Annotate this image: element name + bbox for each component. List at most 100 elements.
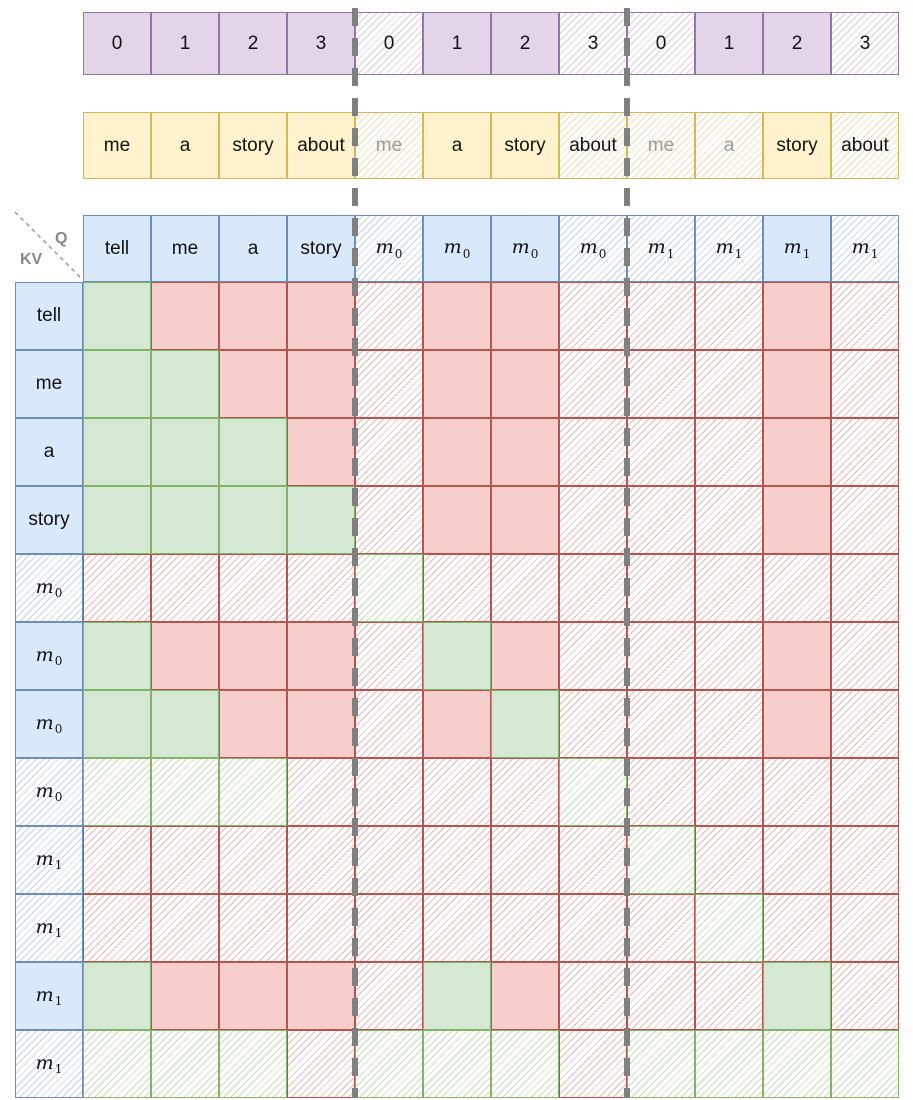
mask-cell-masked [627,350,695,418]
mask-cell-masked [287,758,355,826]
position-label: 3 [315,32,327,54]
header-label: a [43,441,55,462]
mask-cell-masked [151,894,219,962]
mask-cell-masked [355,690,423,758]
token-label: me [647,134,675,156]
mask-cell-masked [219,282,287,350]
q-axis-label: Q [55,230,68,247]
mask-cell-masked [151,554,219,622]
token-cell: a [423,112,491,179]
mask-cell-masked [763,350,831,418]
mask-cell-masked [695,418,763,486]
mask-cell-masked [627,554,695,622]
mask-cell-attend [83,690,151,758]
mask-cell-masked [627,282,695,350]
mask-cell-masked [491,350,559,418]
mask-cell-masked [219,962,287,1030]
mask-cell-attend [83,350,151,418]
header-label: me [171,237,199,259]
mask-cell-attend [151,418,219,486]
mask-cell-masked [287,1030,355,1098]
mask-cell-attend [151,486,219,554]
mask-cell-attend [219,418,287,486]
mask-cell-masked [219,622,287,690]
mask-cell-masked [763,758,831,826]
mask-cell-masked [151,622,219,690]
position-cell: 3 [559,12,627,75]
mask-cell-masked [355,962,423,1030]
mask-cell-masked [83,826,151,894]
position-label: 3 [587,32,599,54]
mask-cell-attend [491,1030,559,1098]
mask-cell-attend [151,1030,219,1098]
position-cell: 0 [83,12,151,75]
mask-cell-masked [219,554,287,622]
token-cell: about [831,112,899,179]
mask-cell-masked [491,554,559,622]
mask-cell-masked [491,826,559,894]
position-label: 1 [723,32,735,54]
mask-cell-masked [695,690,763,758]
mask-cell-masked [355,282,423,350]
mask-cell-masked [559,894,627,962]
position-label: 3 [859,32,871,54]
mask-cell-attend [695,1030,763,1098]
kv-header-cell: m0 [15,554,83,622]
mask-cell-masked [831,826,899,894]
mask-cell-masked [83,554,151,622]
mask-cell-masked [423,690,491,758]
mask-cell-attend [831,1030,899,1098]
mask-cell-masked [287,554,355,622]
token-label: me [103,134,131,156]
mask-cell-masked [831,622,899,690]
mask-cell-masked [627,486,695,554]
mask-cell-masked [355,418,423,486]
token-label: a [179,134,191,156]
mask-cell-masked [491,418,559,486]
mask-cell-masked [695,758,763,826]
mask-cell-masked [151,962,219,1030]
q-header-cell: a [219,215,287,282]
mask-cell-masked [559,690,627,758]
mask-cell-masked [423,282,491,350]
mask-cell-masked [763,282,831,350]
position-label: 1 [451,32,463,54]
token-cell: story [763,112,831,179]
mask-cell-masked [831,350,899,418]
mask-cell-masked [355,622,423,690]
mask-cell-attend [763,1030,831,1098]
q-header-cell: me [151,215,219,282]
position-label: 0 [655,32,667,54]
mask-cell-masked [559,554,627,622]
token-label: about [569,134,617,156]
mask-cell-attend [491,690,559,758]
kv-header-cell: m0 [15,622,83,690]
mask-cell-masked [559,962,627,1030]
kv-header-cell: m0 [15,690,83,758]
position-cell: 3 [831,12,899,75]
mask-cell-masked [627,758,695,826]
mask-cell-masked [287,894,355,962]
mask-cell-masked [831,690,899,758]
mask-cell-masked [219,894,287,962]
mask-cell-masked [695,554,763,622]
mask-cell-masked [559,418,627,486]
q-header-cell: m1 [763,215,831,282]
header-label: tell [36,305,62,326]
token-label: a [451,134,463,156]
q-header-cell: tell [83,215,151,282]
mask-cell-masked [831,282,899,350]
mask-cell-masked [423,894,491,962]
kv-axis-label: KV [20,251,43,268]
mask-cell-masked [627,894,695,962]
mask-cell-masked [763,486,831,554]
math-label: m0 [35,575,63,601]
mask-cell-masked [423,350,491,418]
token-cell: a [151,112,219,179]
token-label: me [375,134,403,156]
mask-cell-masked [695,350,763,418]
mask-cell-masked [423,486,491,554]
mask-cell-masked [695,282,763,350]
mask-cell-masked [151,826,219,894]
mask-cell-masked [763,622,831,690]
